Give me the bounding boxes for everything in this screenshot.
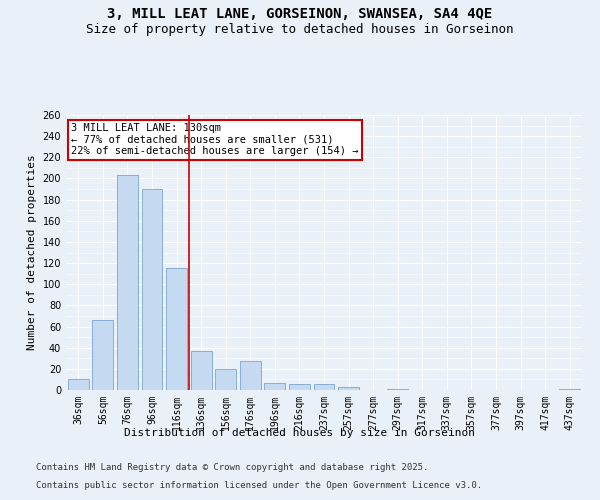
Bar: [142, 189, 163, 390]
Text: Distribution of detached houses by size in Gorseinon: Distribution of detached houses by size …: [125, 428, 476, 438]
Y-axis label: Number of detached properties: Number of detached properties: [27, 154, 37, 350]
Bar: [289, 384, 310, 390]
Bar: [387, 389, 408, 390]
Bar: [215, 369, 236, 390]
Text: Contains HM Land Registry data © Crown copyright and database right 2025.: Contains HM Land Registry data © Crown c…: [36, 464, 428, 472]
Text: Size of property relative to detached houses in Gorseinon: Size of property relative to detached ho…: [86, 22, 514, 36]
Text: 3, MILL LEAT LANE, GORSEINON, SWANSEA, SA4 4QE: 3, MILL LEAT LANE, GORSEINON, SWANSEA, S…: [107, 8, 493, 22]
Bar: [117, 176, 138, 390]
Bar: [191, 351, 212, 390]
Text: 3 MILL LEAT LANE: 130sqm
← 77% of detached houses are smaller (531)
22% of semi-: 3 MILL LEAT LANE: 130sqm ← 77% of detach…: [71, 123, 359, 156]
Bar: [68, 380, 89, 390]
Bar: [314, 384, 334, 390]
Bar: [166, 268, 187, 390]
Bar: [265, 382, 286, 390]
Bar: [240, 362, 261, 390]
Text: Contains public sector information licensed under the Open Government Licence v3: Contains public sector information licen…: [36, 481, 482, 490]
Bar: [559, 389, 580, 390]
Bar: [92, 320, 113, 390]
Bar: [338, 387, 359, 390]
